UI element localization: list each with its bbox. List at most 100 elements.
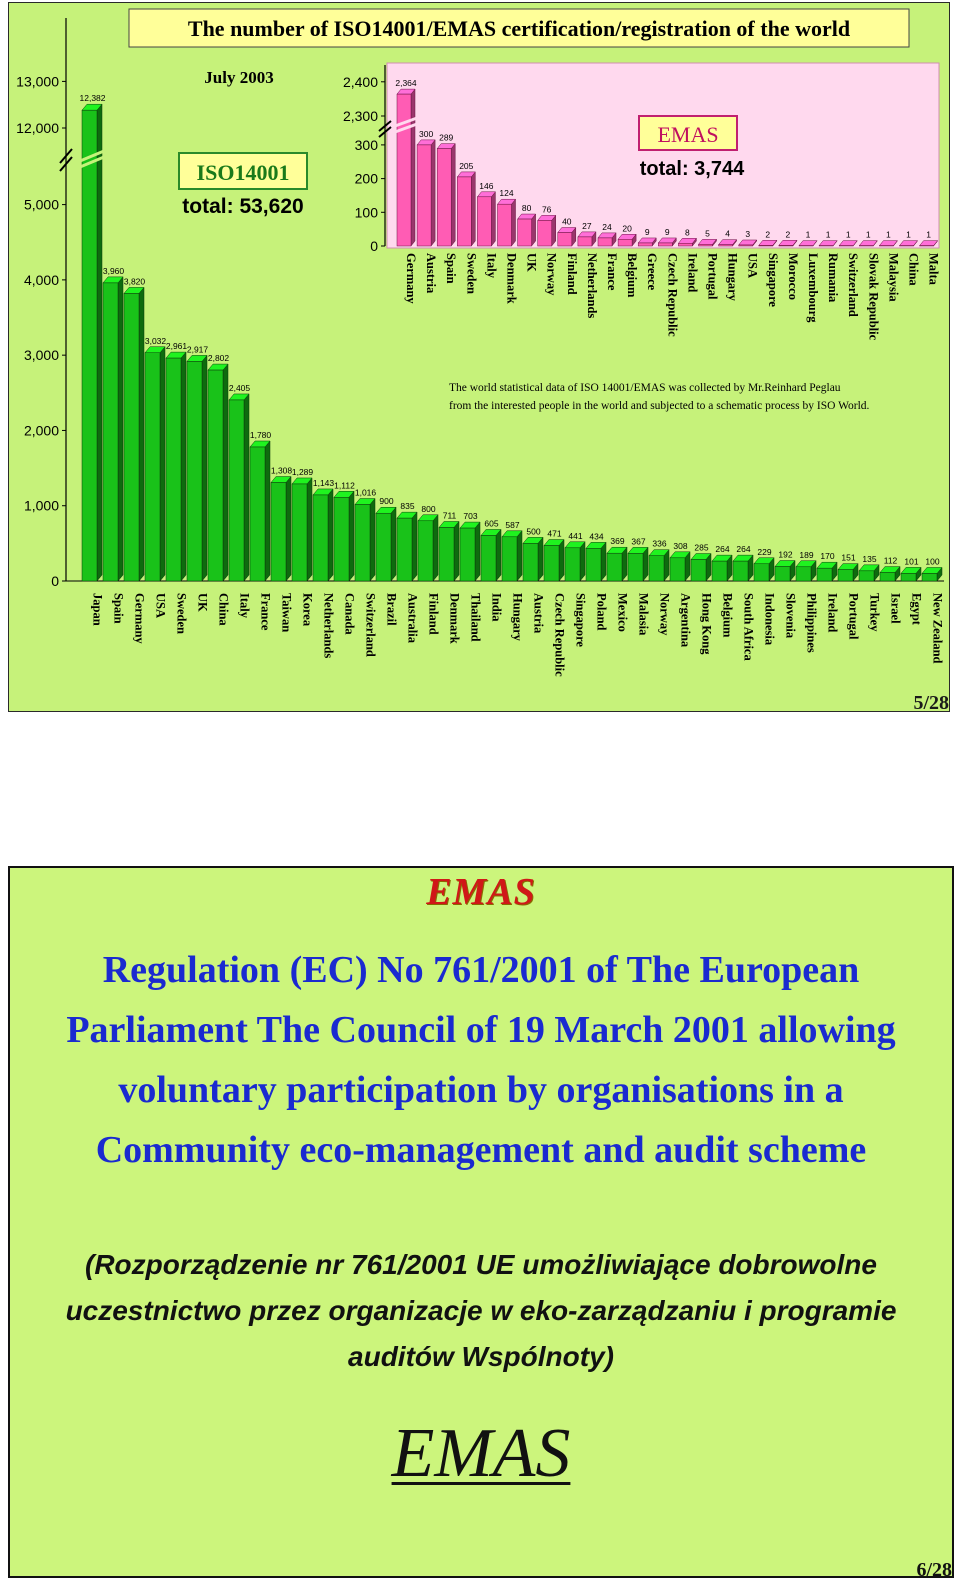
emas-axis-break — [378, 120, 392, 138]
emas-category-label: Sweden — [464, 253, 478, 294]
emas-category-label: Finland — [565, 253, 579, 295]
regulation-polish-translation: (Rozporządzenie nr 761/2001 UE umożliwia… — [65, 1249, 897, 1372]
iso-bar-group — [270, 475, 292, 582]
emas-value-label: 9 — [665, 227, 670, 237]
iso-bar — [648, 555, 665, 582]
iso-value-label: 1,780 — [250, 430, 272, 440]
iso-bar-group — [627, 546, 649, 582]
iso-value-label: 441 — [568, 531, 582, 541]
iso-value-label: 336 — [652, 539, 666, 549]
emas-category-label: Austria — [424, 253, 438, 294]
iso-bar-group — [102, 276, 124, 582]
emas-value-label: 9 — [645, 227, 650, 237]
iso-category-label: Singapore — [574, 593, 588, 647]
iso-bar-side — [243, 393, 250, 582]
emas-bar — [537, 220, 552, 247]
emas-y-tick-label: 2,300 — [343, 108, 378, 124]
emas-category-label: Czech Republic — [665, 253, 679, 337]
emas-bar-group — [396, 88, 416, 247]
iso-y-tick-label: 12,000 — [16, 120, 59, 136]
iso-bar-group — [858, 564, 880, 582]
iso-value-label: 151 — [841, 553, 855, 563]
iso-category-label: Argentina — [679, 593, 693, 648]
iso-value-label: 192 — [778, 550, 792, 560]
iso-value-label: 12,382 — [80, 93, 106, 103]
iso-category-label: Switzerland — [364, 593, 378, 657]
iso-category-label: Italy — [238, 593, 252, 619]
iso-bar-group — [921, 566, 943, 582]
iso-category-label: Canada — [343, 593, 357, 635]
iso-bar — [123, 293, 140, 582]
iso-bar — [921, 573, 938, 582]
iso-y-tick-label: 1,000 — [24, 498, 59, 514]
emas-bar — [758, 245, 774, 247]
emas-category-label: Slovak Republic — [866, 253, 880, 341]
iso-bar-group — [375, 506, 397, 582]
iso-bar-side — [579, 541, 586, 582]
iso-category-label: Egypt — [910, 593, 924, 626]
iso-bar — [858, 570, 875, 582]
iso-value-label: 229 — [757, 547, 771, 557]
iso-bar-group — [186, 354, 208, 582]
iso-y-tick-label: 5,000 — [24, 197, 59, 213]
iso-bar — [375, 512, 392, 582]
iso-category-label: Australia — [406, 593, 420, 644]
iso-value-label: 711 — [443, 510, 457, 520]
iso-category-label: Netherlands — [322, 593, 336, 658]
emas-footer-title: EMAS — [10, 1414, 952, 1494]
iso-bar-group — [837, 562, 859, 582]
iso-bar — [711, 560, 728, 582]
iso-bar-group — [354, 497, 376, 582]
emas-bar-group — [476, 191, 496, 247]
iso-bar-side — [285, 475, 292, 582]
iso-bar — [417, 520, 434, 582]
emas-bar-group — [738, 239, 758, 247]
iso-value-label: 285 — [694, 543, 708, 553]
iso-category-label: Taiwan — [280, 593, 294, 632]
emas-bar — [658, 242, 673, 247]
iso-bar-side — [390, 506, 397, 582]
iso-category-label: Philippines — [805, 593, 819, 653]
iso-y-tick-label: 3,000 — [24, 347, 59, 363]
iso-category-label: Turkey — [868, 593, 882, 632]
iso-category-label: Denmark — [448, 593, 462, 644]
iso-category-label: China — [217, 593, 231, 626]
emas-value-label: 24 — [602, 222, 612, 232]
iso-bar-group — [711, 554, 733, 582]
iso-category-label: UK — [196, 593, 210, 612]
iso-label-box — [178, 152, 308, 190]
emas-value-label: 27 — [582, 221, 592, 231]
emas-bar-group — [496, 198, 517, 247]
iso-category-label: Sweden — [175, 593, 189, 634]
iso-bar — [837, 569, 854, 582]
data-source-note-line1: The world statistical data of ISO 14001/… — [449, 382, 841, 394]
iso-category-label: Korea — [301, 593, 315, 627]
emas-category-label: France — [605, 253, 619, 291]
emas-bar-group — [416, 139, 436, 247]
emas-bar-group — [577, 231, 597, 247]
iso-bar-side — [159, 346, 166, 582]
iso-category-label: Spain — [112, 593, 126, 624]
iso-bar-group — [417, 514, 439, 582]
emas-bar-group — [456, 171, 476, 247]
iso-bar-group — [753, 557, 775, 582]
emas-bar — [718, 244, 733, 247]
iso-bar-side — [138, 286, 145, 582]
iso-bar-group — [795, 560, 817, 582]
emas-value-label: 80 — [522, 203, 532, 213]
chart-title-box — [128, 8, 910, 48]
emas-value-label: 289 — [439, 133, 453, 143]
emas-value-label: 5 — [705, 228, 710, 238]
emas-bar-group — [798, 239, 818, 247]
iso-bar-group — [564, 541, 586, 582]
emas-bar-group — [597, 232, 617, 247]
iso-bar-group — [312, 488, 334, 582]
emas-bar — [436, 148, 452, 247]
emas-bar — [637, 242, 653, 247]
iso-bar-group — [228, 393, 250, 582]
iso-category-label: Thailand — [469, 593, 483, 642]
iso-bar — [879, 572, 896, 582]
emas-label-box — [638, 115, 738, 151]
page-number: 6/28 — [916, 1559, 952, 1578]
iso-category-label: Poland — [595, 593, 609, 631]
